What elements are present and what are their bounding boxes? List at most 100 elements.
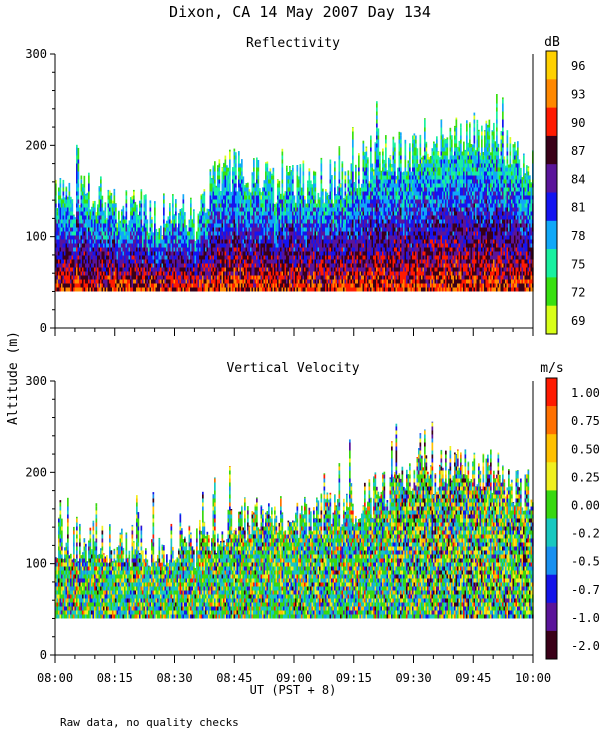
heatmap-cell [84, 220, 86, 224]
heatmap-cell [160, 236, 162, 240]
heatmap-cell [235, 192, 237, 196]
heatmap-cell [144, 252, 146, 256]
heatmap-cell [81, 248, 83, 252]
heatmap-cell [130, 200, 132, 204]
heatmap-cell [234, 220, 236, 224]
heatmap-cell [159, 276, 161, 280]
heatmap-cell [117, 228, 119, 232]
heatmap-cell [82, 208, 84, 212]
heatmap-cell [162, 248, 164, 252]
heatmap-cell [78, 184, 80, 188]
heatmap-cell [235, 252, 237, 256]
heatmap-cell [141, 240, 143, 244]
heatmap-cell [96, 236, 98, 240]
heatmap-cell [63, 248, 65, 252]
heatmap-cell [115, 280, 117, 284]
heatmap-cell [184, 268, 186, 272]
heatmap-cell [175, 228, 177, 232]
heatmap-cell [184, 280, 186, 284]
heatmap-cell [202, 272, 204, 276]
heatmap-cell [76, 196, 78, 200]
heatmap-cell [82, 236, 84, 240]
heatmap-cell [88, 240, 90, 244]
heatmap-cell [211, 240, 213, 244]
heatmap-cell [154, 248, 156, 252]
heatmap-cell [154, 208, 156, 212]
heatmap-cell [115, 216, 117, 220]
heatmap-cell [142, 264, 144, 268]
heatmap-cell [150, 232, 152, 236]
heatmap-cell [174, 240, 176, 244]
heatmap-cell [171, 232, 173, 236]
heatmap-cell [79, 228, 81, 232]
heatmap-cell [216, 188, 218, 192]
heatmap-cell [216, 196, 218, 200]
heatmap-cell [61, 228, 63, 232]
heatmap-cell [177, 268, 179, 272]
heatmap-cell [70, 224, 72, 228]
heatmap-cell [222, 272, 224, 276]
heatmap-cell [207, 232, 209, 236]
heatmap-cell [217, 236, 219, 240]
heatmap-cell [234, 288, 236, 292]
heatmap-cell [108, 204, 110, 208]
heatmap-cell [117, 268, 119, 272]
heatmap-cell [214, 260, 216, 264]
heatmap-cell [151, 280, 153, 284]
heatmap-cell [237, 272, 239, 276]
heatmap-cell [79, 252, 81, 256]
heatmap-cell [109, 208, 111, 212]
heatmap-cell [169, 216, 171, 220]
heatmap-cell [220, 260, 222, 264]
heatmap-cell [199, 284, 201, 288]
heatmap-cell [190, 240, 192, 244]
heatmap-cell [97, 232, 99, 236]
heatmap-cell [139, 204, 141, 208]
heatmap-cell [208, 256, 210, 260]
heatmap-cell [193, 224, 195, 228]
heatmap-cell [189, 228, 191, 232]
heatmap-cell [208, 244, 210, 248]
heatmap-cell [139, 256, 141, 260]
heatmap-cell [210, 236, 212, 240]
heatmap-cell [96, 224, 98, 228]
heatmap-cell [78, 224, 80, 228]
heatmap-cell [174, 256, 176, 260]
heatmap-cell [67, 228, 69, 232]
heatmap-cell [160, 276, 162, 280]
heatmap-cell [210, 288, 212, 292]
heatmap-cell [102, 288, 104, 292]
heatmap-cell [93, 264, 95, 268]
heatmap-cell [118, 228, 120, 232]
heatmap-cell [208, 240, 210, 244]
heatmap-cell [238, 184, 240, 188]
heatmap-cell [150, 220, 152, 224]
heatmap-cell [193, 264, 195, 268]
heatmap-cell [109, 196, 111, 200]
heatmap-cell [136, 276, 138, 280]
heatmap-cell [114, 232, 116, 236]
heatmap-cell [70, 240, 72, 244]
heatmap-cell [162, 236, 164, 240]
heatmap-cell [235, 284, 237, 288]
heatmap-cell [187, 232, 189, 236]
heatmap-cell [63, 200, 65, 204]
heatmap-cell [210, 272, 212, 276]
heatmap-cell [228, 196, 230, 200]
heatmap-cell [91, 288, 93, 292]
heatmap-cell [99, 240, 101, 244]
heatmap-cell [67, 208, 69, 212]
heatmap-cell [162, 268, 164, 272]
heatmap-cell [163, 244, 165, 248]
heatmap-cell [219, 288, 221, 292]
heatmap-cell [82, 196, 84, 200]
heatmap-cell [231, 284, 233, 288]
heatmap-cell [178, 288, 180, 292]
heatmap-cell [213, 288, 215, 292]
heatmap-cell [174, 288, 176, 292]
heatmap-cell [73, 256, 75, 260]
heatmap-cell [84, 192, 86, 196]
heatmap-cell [219, 240, 221, 244]
heatmap-cell [223, 264, 225, 268]
heatmap-cell [198, 216, 200, 220]
